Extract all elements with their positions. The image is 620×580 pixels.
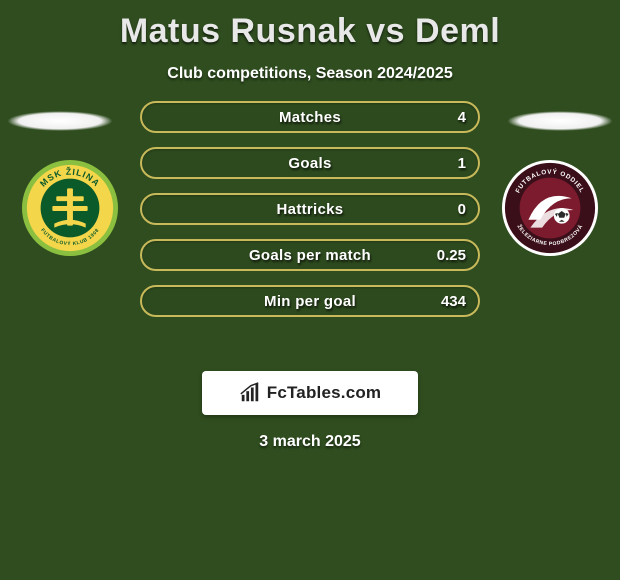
stat-label: Goals per match <box>142 241 478 269</box>
stat-label: Matches <box>142 103 478 131</box>
stat-value: 434 <box>441 287 466 315</box>
bar-chart-icon <box>239 382 261 404</box>
snapshot-date: 3 march 2025 <box>0 433 620 451</box>
crest-shadow-left <box>7 111 113 131</box>
stat-value: 1 <box>458 149 466 177</box>
stat-label: Min per goal <box>142 287 478 315</box>
stat-value: 4 <box>458 103 466 131</box>
stat-bars: Matches 4 Goals 1 Hattricks 0 Goals per … <box>140 101 480 331</box>
subtitle: Club competitions, Season 2024/2025 <box>0 65 620 83</box>
branding-badge[interactable]: FcTables.com <box>202 371 418 415</box>
stat-label: Goals <box>142 149 478 177</box>
podbrezova-crest: FUTBALOVÝ ODDIEL ŽELEZIARNE PODBREZOVÁ <box>500 159 600 257</box>
stat-bar-goals: Goals 1 <box>140 147 480 179</box>
zilina-crest: MSK ŽILINA FUTBALOVÝ KLUB 1908 <box>20 159 120 257</box>
stats-stage: MSK ŽILINA FUTBALOVÝ KLUB 1908 <box>0 111 620 361</box>
crest-shadow-right <box>507 111 613 131</box>
branding-text: FcTables.com <box>267 383 382 403</box>
stat-bar-goals-per-match: Goals per match 0.25 <box>140 239 480 271</box>
stat-bar-hattricks: Hattricks 0 <box>140 193 480 225</box>
stat-bar-matches: Matches 4 <box>140 101 480 133</box>
stat-value: 0 <box>458 195 466 223</box>
player1-name: Matus Rusnak <box>120 12 357 50</box>
comparison-title: Matus Rusnak vs Deml <box>0 0 620 51</box>
stat-bar-min-per-goal: Min per goal 434 <box>140 285 480 317</box>
zilina-crest-svg: MSK ŽILINA FUTBALOVÝ KLUB 1908 <box>20 159 120 257</box>
stat-value: 0.25 <box>437 241 466 269</box>
stat-label: Hattricks <box>142 195 478 223</box>
vs-label: vs <box>366 12 405 50</box>
player2-name: Deml <box>415 12 500 50</box>
podbrezova-crest-svg: FUTBALOVÝ ODDIEL ŽELEZIARNE PODBREZOVÁ <box>500 159 600 257</box>
